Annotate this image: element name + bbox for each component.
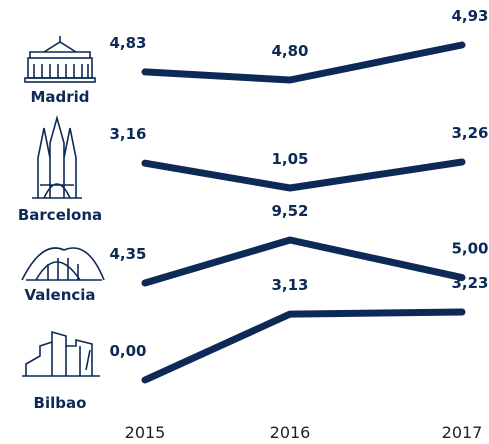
line	[141, 158, 466, 192]
valencia-icon	[21, 247, 105, 281]
barcelona-icon	[32, 115, 82, 199]
data-label: 4,83	[109, 34, 146, 52]
data-label: 4,80	[271, 42, 308, 60]
data-label: 3,16	[109, 125, 146, 143]
data-label: 5,00	[451, 240, 488, 258]
data-label: 3,13	[271, 276, 308, 294]
data-label: 3,23	[451, 274, 488, 292]
data-label: 3,26	[451, 124, 488, 142]
legend-label: Bilbao	[34, 394, 87, 412]
x-tick-label: 2016	[270, 423, 311, 442]
data-label: 4,35	[109, 245, 146, 263]
legend-label: Madrid	[30, 88, 89, 106]
line	[141, 41, 466, 84]
data-label: 4,93	[451, 7, 488, 25]
line	[141, 236, 466, 287]
data-label: 0,00	[109, 342, 146, 360]
legend-label: Barcelona	[18, 206, 102, 224]
madrid-icon	[24, 36, 96, 83]
data-label: 1,05	[271, 150, 308, 168]
x-tick-label: 2015	[125, 423, 166, 442]
data-label: 9,52	[271, 202, 308, 220]
line	[141, 308, 466, 384]
x-tick-label: 2017	[442, 423, 483, 442]
bilbao-icon	[22, 330, 100, 377]
legend-label: Valencia	[24, 286, 95, 304]
